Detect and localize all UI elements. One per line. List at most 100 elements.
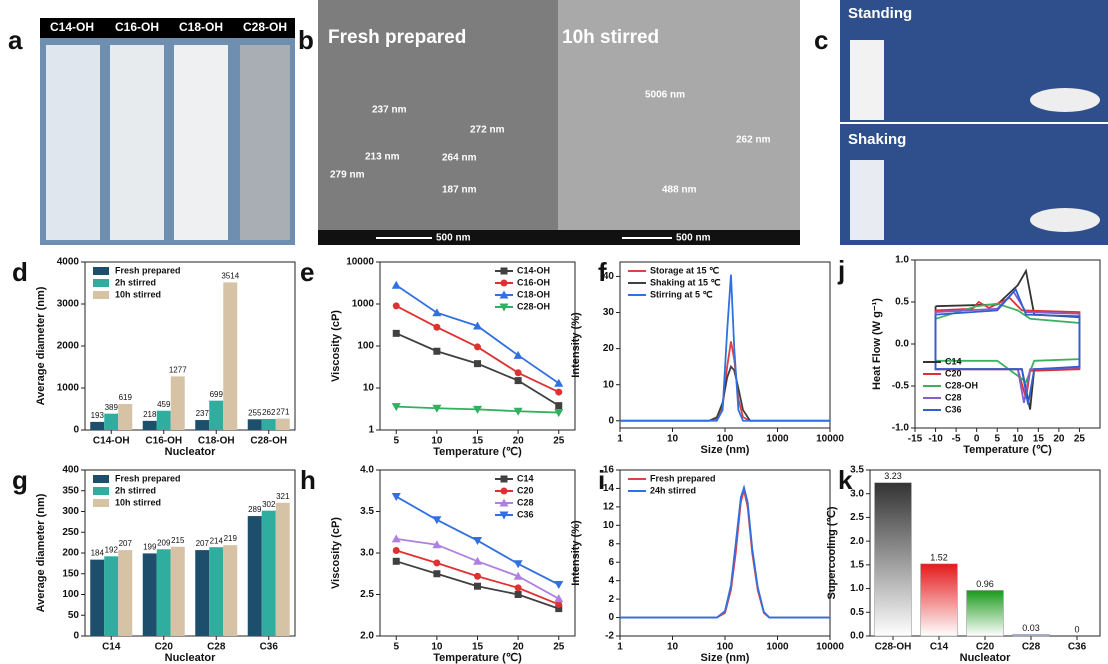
y-tick-label: 2.5 [850,512,864,523]
value-label: 184 [91,549,105,558]
measurement: 279 nm [330,170,365,181]
bar [142,420,157,430]
y-tick-label: 0.5 [895,297,909,308]
bar [156,410,171,430]
series-line [620,364,830,422]
bar [104,413,119,430]
x-axis-label: Nucleator [165,446,216,458]
vial [850,160,884,240]
y-tick-label: 100 [62,589,79,600]
x-tick-label: 5 [393,642,399,653]
marker [432,308,442,317]
y-tick-label: 1 [368,425,374,436]
y-tick-label: 4 [608,575,614,586]
legend-label: Shaking at 15 ℃ [650,277,721,287]
panel-letter: h [300,465,316,495]
bar [223,282,238,430]
value-label: 219 [224,534,238,543]
legend-label: C20 [945,368,962,378]
y-axis-label: Viscosity (cP) [330,517,342,589]
measurement: 5006 nm [645,90,685,101]
panel-letter: i [598,465,605,495]
x-tick-label: 1000 [766,642,789,653]
y-tick-label: 300 [62,506,79,517]
x-axis-label: Temperature (℃) [963,444,1052,456]
bar [195,420,210,430]
bar [90,559,105,636]
marker [514,591,522,598]
legend-label: C28-OH [517,301,550,311]
x-tick-label: 10 [667,642,679,653]
y-tick-label: 0.0 [895,339,909,350]
x-axis-label: Nucleator [960,652,1011,664]
x-tick-label: 10 [1012,434,1024,445]
marker [392,302,400,310]
legend-label: C20 [517,485,534,495]
measurement: 237 nm [372,105,407,116]
y-tick-label: 30 [603,307,615,318]
series-line [620,490,830,619]
scale-label: 500 nm [676,233,711,244]
x-tick-label: 20 [1053,434,1065,445]
x-tick-label: 10 [431,436,443,447]
panel-letter: g [12,465,28,495]
legend-swatch [93,267,109,275]
marker [473,556,482,565]
value-label: 0.03 [1022,623,1040,633]
legend-marker [500,267,508,275]
legend-label: C14-OH [517,265,550,275]
y-tick-label: 4000 [57,257,80,268]
value-label: 214 [210,536,224,545]
y-tick-label: 1.0 [850,583,864,594]
marker [474,343,481,351]
x-tick-label: C16-OH [145,436,182,447]
y-tick-label: 0.0 [850,631,864,642]
y-tick-label: 6 [608,557,614,568]
x-tick-label: 5 [393,436,399,447]
marker [554,409,564,418]
legend-marker [500,279,508,287]
legend-marker [499,498,509,507]
y-tick-label: -2 [605,631,614,642]
y-tick-label: -1.0 [892,423,910,434]
marker [555,402,563,410]
y-tick-label: 400 [62,465,79,476]
value-label: 262 [262,408,276,417]
legend-label: 2h stirred [115,485,156,495]
legend-label: Stirring at 5 ℃ [650,289,713,299]
tube [110,45,164,240]
x-tick-label: 25 [1074,434,1086,445]
value-label: 699 [210,390,224,399]
y-tick-label: 0 [73,631,79,642]
y-tick-label: 40 [603,271,615,282]
legend-marker [499,290,509,299]
legend-label: C18-OH [517,289,550,299]
y-tick-label: 8 [608,538,614,549]
beaker [1030,88,1100,112]
marker [391,493,401,502]
legend-label: C14 [517,473,534,483]
legend-label: C36 [517,509,534,519]
legend-label: C36 [945,404,962,414]
marker [433,347,441,355]
panel-letter: k [838,465,853,495]
bar [247,419,262,430]
y-tick-label: 150 [62,568,79,579]
bar [223,545,238,636]
y-tick-label: 200 [62,548,79,559]
bar [275,418,290,430]
bar [156,549,171,636]
legend-label: C14 [945,356,962,366]
marker [474,582,481,590]
x-tick-label: 10 [667,434,679,445]
legend-swatch [93,291,109,299]
bar [104,556,119,636]
tube [174,45,228,240]
x-tick-label: 25 [553,642,565,653]
marker [391,534,401,543]
bar [874,482,912,637]
value-label: 218 [143,410,157,419]
marker [554,581,564,590]
x-tick-label: C28-OH [875,642,912,653]
